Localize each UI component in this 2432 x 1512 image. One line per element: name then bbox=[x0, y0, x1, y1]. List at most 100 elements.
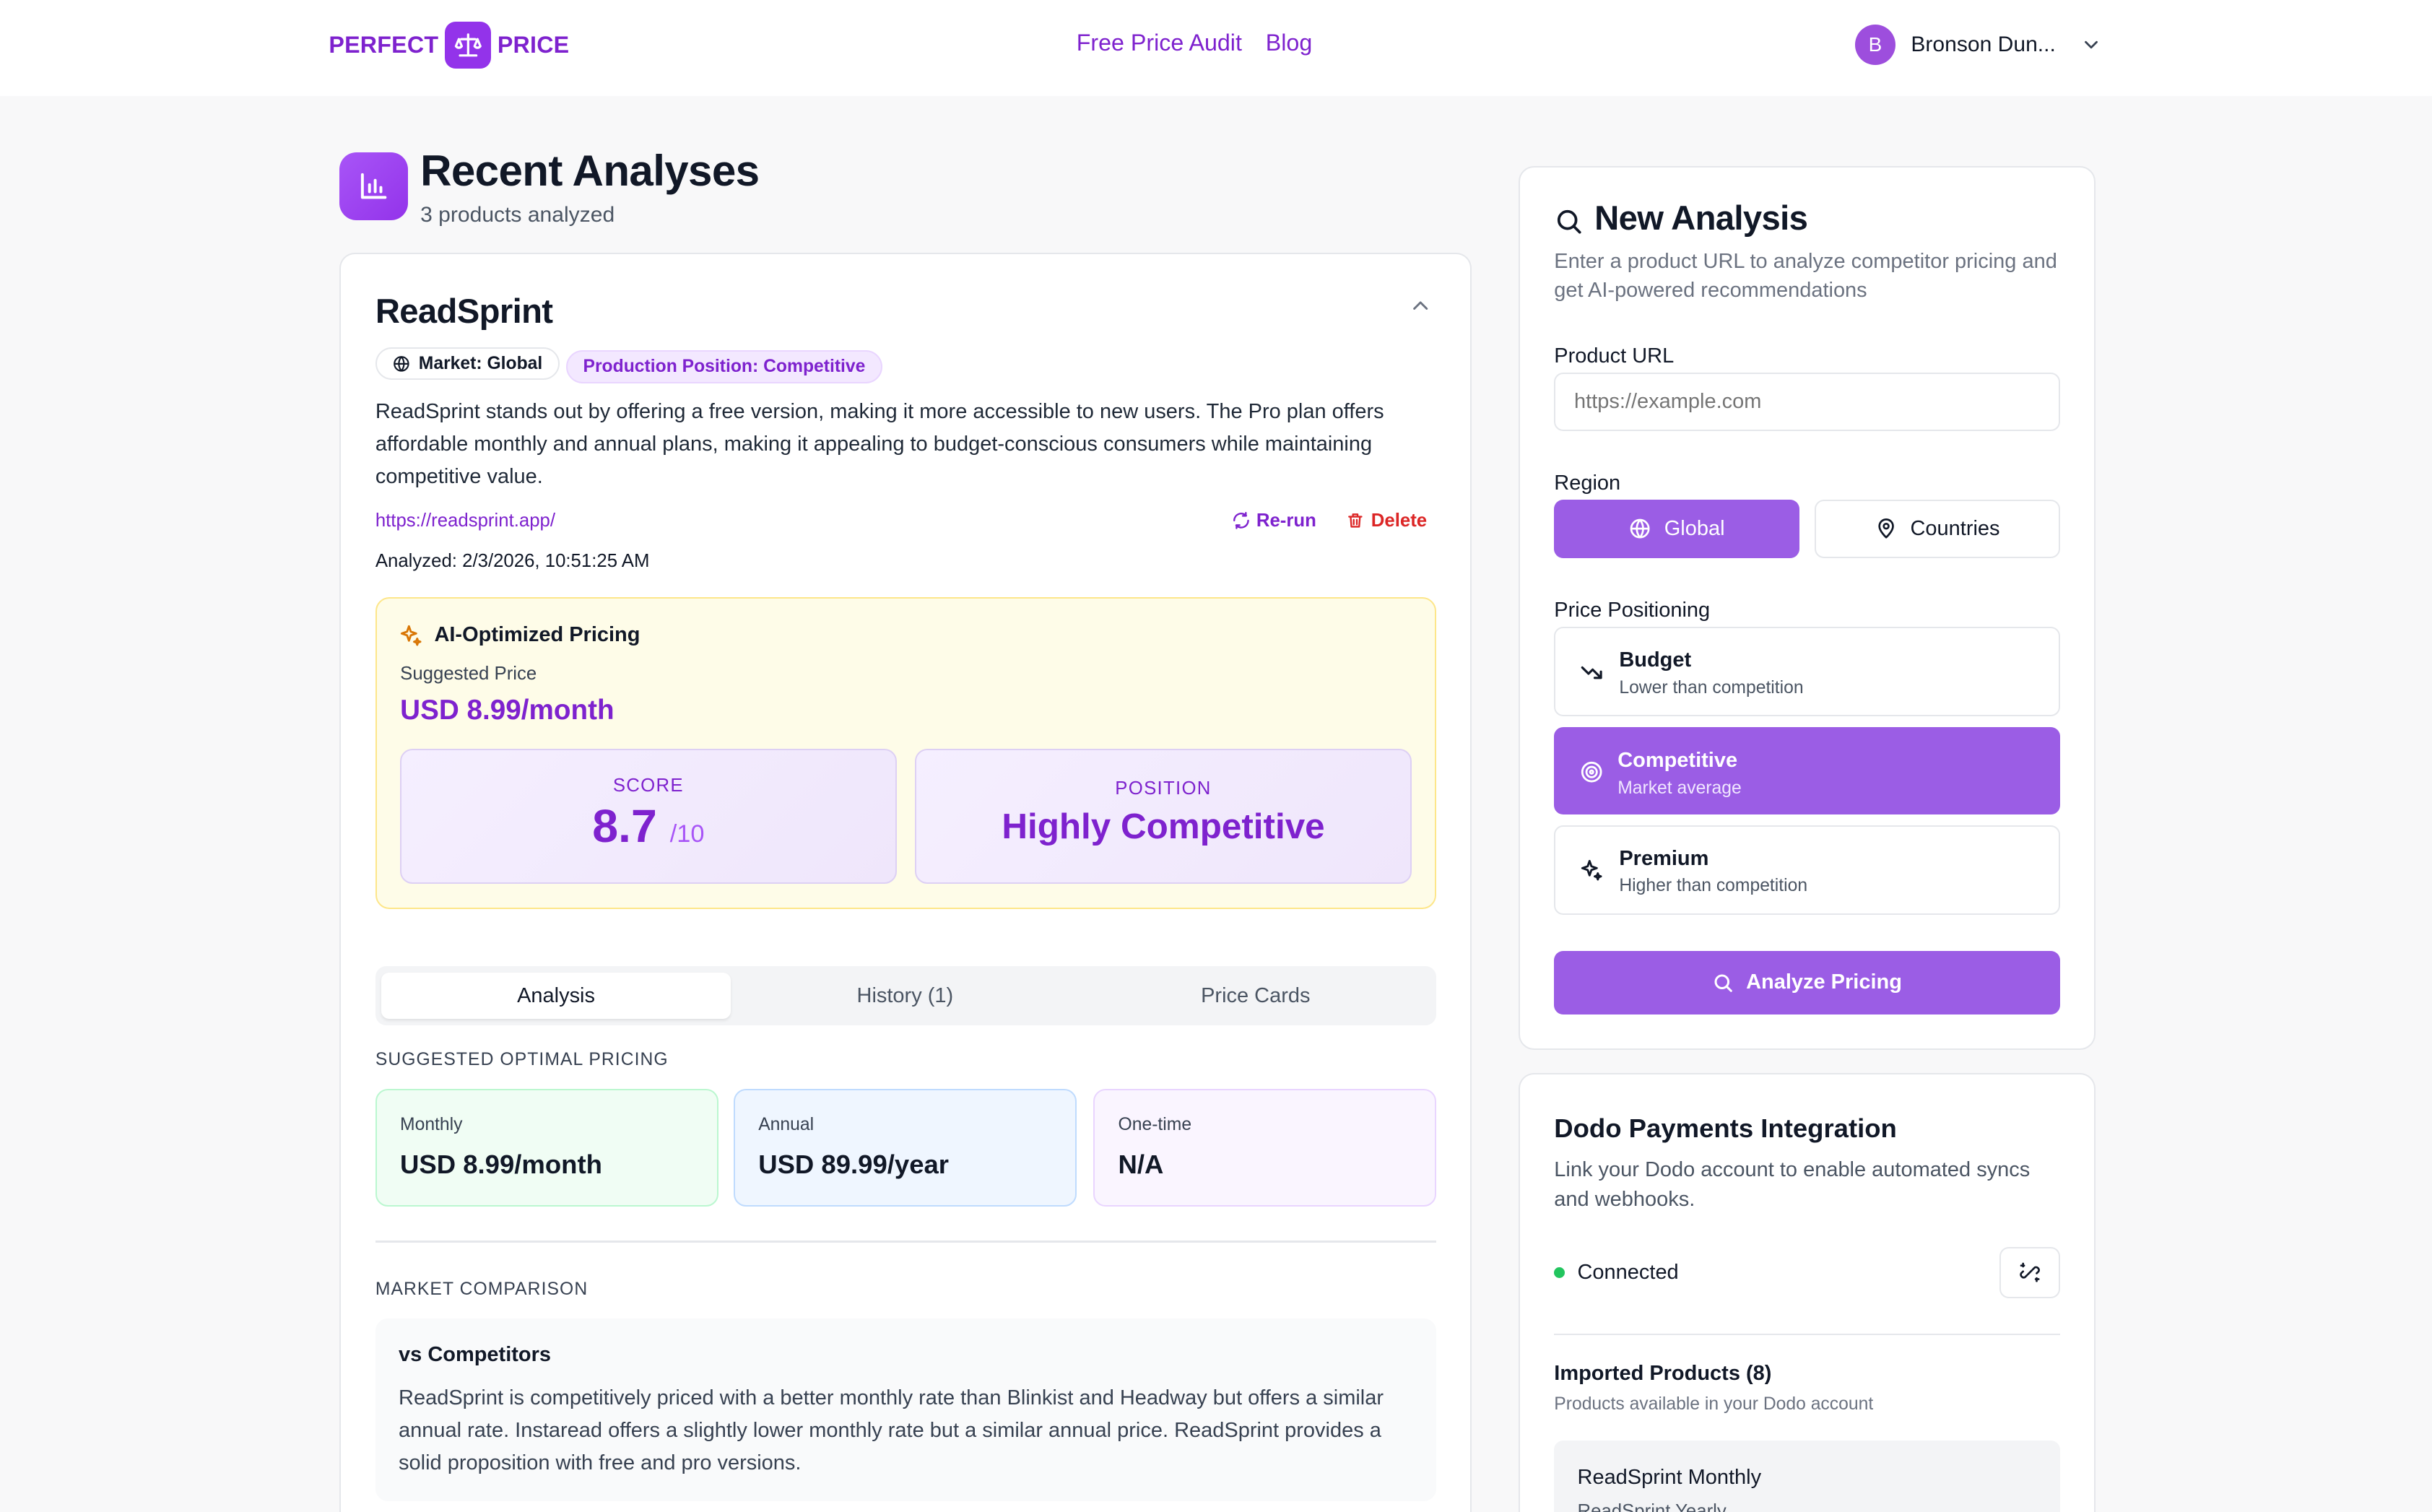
position-card: POSITION Highly Competitive bbox=[915, 749, 1412, 885]
premium-subtitle: Higher than competition bbox=[1619, 876, 1808, 896]
product-url-input[interactable] bbox=[1554, 372, 2060, 432]
competitive-subtitle: Market average bbox=[1617, 778, 1742, 799]
sparkles-icon bbox=[400, 625, 422, 646]
avatar: B bbox=[1855, 25, 1895, 66]
section-divider bbox=[375, 1241, 1437, 1243]
imported-products-subtitle: Products available in your Dodo account bbox=[1554, 1394, 1874, 1415]
position-value: Highly Competitive bbox=[1002, 806, 1325, 846]
logo-text-right: PRICE bbox=[497, 31, 570, 58]
delete-label: Delete bbox=[1371, 510, 1428, 531]
bar-chart-icon bbox=[339, 152, 408, 220]
positioning-option-premium[interactable]: Premium Higher than competition bbox=[1554, 825, 2060, 916]
annual-price-card: Annual USD 89.99/year bbox=[734, 1088, 1077, 1207]
market-badge: Market: Global bbox=[375, 347, 560, 381]
product-description: ReadSprint stands out by offering a free… bbox=[375, 399, 1384, 488]
new-analysis-subtitle: Enter a product URL to analyze competito… bbox=[1554, 249, 2057, 303]
dodo-subtitle: Link your Dodo account to enable automat… bbox=[1554, 1158, 2031, 1212]
optimal-pricing-heading: SUGGESTED OPTIMAL PRICING bbox=[375, 1050, 669, 1070]
search-icon bbox=[1558, 209, 1581, 234]
imported-products-title: Imported Products (8) bbox=[1554, 1361, 1772, 1385]
competitor-comparison-box bbox=[375, 1318, 1437, 1502]
dodo-divider bbox=[1554, 1334, 2060, 1336]
position-label: POSITION bbox=[1115, 778, 1212, 799]
region-global-button[interactable]: Global bbox=[1554, 499, 1799, 559]
delete-button[interactable]: Delete bbox=[1346, 510, 1427, 531]
new-analysis-title: New Analysis bbox=[1594, 199, 1808, 238]
product-url-link[interactable]: https://readsprint.app/ bbox=[375, 510, 556, 531]
unlink-button[interactable] bbox=[1999, 1246, 2060, 1298]
competitive-title: Competitive bbox=[1617, 749, 1738, 773]
rerun-label: Re-run bbox=[1256, 510, 1316, 531]
page-subtitle: 3 products analyzed bbox=[420, 203, 615, 227]
unlink-icon bbox=[2019, 1262, 2040, 1282]
logo-text-left: PERFECT bbox=[329, 31, 439, 58]
connection-status-label: Connected bbox=[1577, 1261, 1679, 1285]
user-name: Bronson Dun... bbox=[1911, 32, 2056, 57]
status-dot bbox=[1554, 1267, 1565, 1279]
search-icon bbox=[1714, 974, 1732, 992]
market-comparison-heading: MARKET COMPARISON bbox=[375, 1279, 589, 1300]
suggested-price-label: Suggested Price bbox=[400, 664, 537, 685]
top-nav-bar bbox=[0, 0, 2432, 97]
tab-price-cards[interactable]: Price Cards bbox=[1201, 983, 1311, 1007]
positioning-option-competitive[interactable]: Competitive Market average bbox=[1554, 727, 2060, 814]
imported-product-name: ReadSprint Monthly bbox=[1577, 1465, 1762, 1489]
trending-down-icon bbox=[1581, 666, 1602, 679]
score-label: SCORE bbox=[612, 775, 684, 796]
positioning-option-budget[interactable]: Budget Lower than competition bbox=[1554, 626, 2060, 717]
nav-blog[interactable]: Blog bbox=[1265, 29, 1313, 56]
sparkles-icon bbox=[1581, 859, 1602, 881]
tab-history[interactable]: History (1) bbox=[856, 983, 954, 1007]
tab-analysis[interactable]: Analysis bbox=[381, 972, 731, 1020]
region-global-label: Global bbox=[1664, 516, 1725, 540]
chevron-up-icon[interactable] bbox=[1408, 293, 1433, 318]
target-icon bbox=[1581, 762, 1602, 783]
product-name: ReadSprint bbox=[375, 292, 553, 331]
premium-title: Premium bbox=[1619, 846, 1709, 870]
one-time-value: N/A bbox=[1118, 1149, 1164, 1179]
budget-subtitle: Lower than competition bbox=[1619, 677, 1804, 698]
budget-title: Budget bbox=[1619, 648, 1692, 672]
dodo-integration-card bbox=[1518, 1073, 2096, 1512]
trash-icon bbox=[1348, 513, 1363, 528]
price-positioning-label: Price Positioning bbox=[1554, 599, 1711, 622]
competitor-comparison-title: vs Competitors bbox=[399, 1343, 552, 1367]
analyze-pricing-button[interactable]: Analyze Pricing bbox=[1554, 950, 2060, 1014]
one-time-label: One-time bbox=[1118, 1115, 1192, 1135]
one-time-price-card: One-time N/A bbox=[1093, 1088, 1437, 1207]
ai-pricing-title: AI-Optimized Pricing bbox=[434, 623, 640, 647]
region-countries-label: Countries bbox=[1910, 516, 2000, 540]
scale-icon bbox=[444, 22, 492, 69]
logo[interactable]: PERFECT PRICE bbox=[329, 22, 570, 69]
region-countries-button[interactable]: Countries bbox=[1815, 499, 2060, 559]
position-badge: Production Position: Competitive bbox=[566, 350, 882, 383]
score-card: SCORE 8.7 /10 bbox=[400, 749, 897, 885]
score-value: 8.7 bbox=[592, 800, 657, 853]
competitor-comparison-text: ReadSprint is competitively priced with … bbox=[399, 1386, 1384, 1475]
analyzed-timestamp: Analyzed: 2/3/2026, 10:51:25 AM bbox=[375, 550, 650, 571]
connection-status: Connected bbox=[1554, 1261, 1679, 1285]
analysis-tabs: Analysis History (1) Price Cards bbox=[375, 966, 1437, 1025]
annual-label: Annual bbox=[758, 1115, 815, 1135]
rerun-button[interactable]: Re-run bbox=[1232, 510, 1316, 531]
page-title: Recent Analyses bbox=[420, 146, 760, 195]
monthly-label: Monthly bbox=[400, 1115, 463, 1135]
globe-icon bbox=[394, 355, 409, 372]
score-max: /10 bbox=[669, 820, 705, 848]
market-badge-label: Market: Global bbox=[418, 353, 543, 373]
product-url-label: Product URL bbox=[1554, 344, 1675, 368]
globe-icon bbox=[1630, 519, 1650, 539]
chevron-down-icon bbox=[2085, 41, 2098, 49]
monthly-value: USD 8.99/month bbox=[400, 1149, 602, 1179]
monthly-price-card: Monthly USD 8.99/month bbox=[375, 1088, 718, 1207]
annual-value: USD 89.99/year bbox=[758, 1149, 950, 1179]
user-menu[interactable]: B Bronson Dun... bbox=[1855, 25, 2102, 66]
analyze-pricing-label: Analyze Pricing bbox=[1746, 970, 1902, 994]
refresh-icon bbox=[1233, 512, 1249, 530]
dodo-title: Dodo Payments Integration bbox=[1554, 1113, 1897, 1144]
imported-product-name: ReadSprint Yearly bbox=[1577, 1501, 1727, 1512]
imported-product-item[interactable] bbox=[1554, 1441, 2060, 1512]
nav-free-price-audit[interactable]: Free Price Audit bbox=[1076, 29, 1242, 56]
suggested-price: USD 8.99/month bbox=[400, 695, 614, 726]
map-pin-icon bbox=[1878, 518, 1894, 539]
